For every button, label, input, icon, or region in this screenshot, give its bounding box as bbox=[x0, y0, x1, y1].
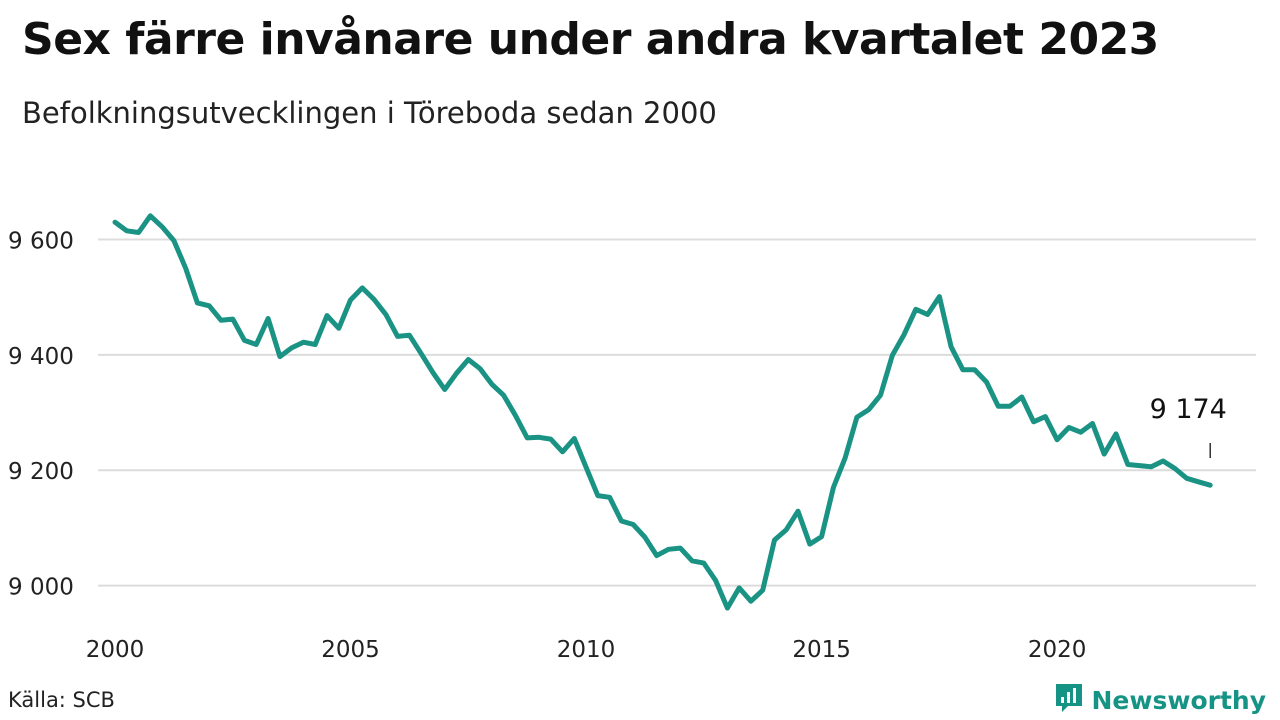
y-tick-label: 9 400 bbox=[8, 344, 74, 370]
newsworthy-logo-icon bbox=[1054, 682, 1084, 718]
chart-title: Sex färre invånare under andra kvartalet… bbox=[22, 14, 1159, 65]
y-tick-label: 9 600 bbox=[8, 228, 74, 254]
series-line bbox=[112, 213, 1213, 611]
x-tick-label: 2005 bbox=[321, 637, 380, 663]
source-label: Källa: SCB bbox=[8, 688, 115, 712]
x-tick-label: 2000 bbox=[86, 637, 145, 663]
x-tick-label: 2020 bbox=[1028, 637, 1087, 663]
x-tick-label: 2010 bbox=[557, 637, 616, 663]
y-tick-label: 9 200 bbox=[8, 459, 74, 485]
brand-name: Newsworthy bbox=[1091, 685, 1267, 715]
y-tick-label: 9 000 bbox=[8, 575, 74, 601]
brand: Newsworthy bbox=[1054, 682, 1267, 718]
x-tick-label: 2015 bbox=[792, 637, 851, 663]
chart-subtitle: Befolkningsutvecklingen i Töreboda sedan… bbox=[22, 96, 717, 130]
end-value-label: 9 174 bbox=[1150, 394, 1227, 425]
